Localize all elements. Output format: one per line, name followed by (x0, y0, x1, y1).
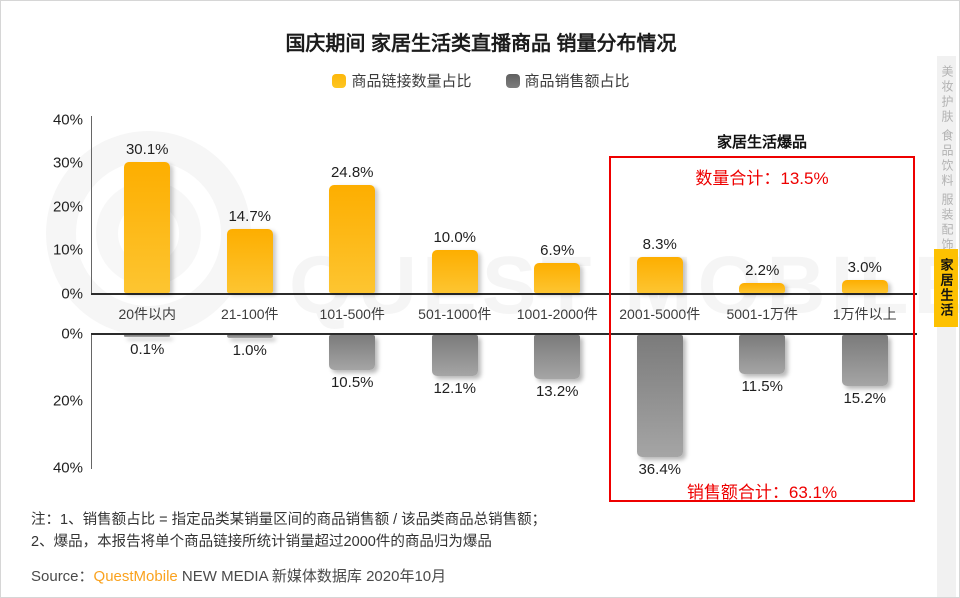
bar-quantity-1 (226, 229, 273, 293)
bar-sales-value-7: 15.2% (843, 389, 887, 407)
chart-legend: 商品链接数量占比 商品销售额占比 (1, 70, 959, 91)
top-y-axis-line (91, 116, 92, 294)
footnote-line-1: 注：1、销售额占比 = 指定品类某销量区间的商品销售额 / 该品类商品总销售额； (31, 512, 547, 528)
bar-quantity-value-3: 10.0% (433, 228, 477, 246)
legend-swatch-gray-icon (505, 73, 520, 88)
bar-sales-4 (534, 335, 581, 380)
category-label-3: 501-1000件 (418, 306, 492, 322)
legend-item-sales: 商品销售额占比 (505, 70, 630, 91)
sidebar-tab-3[interactable]: 服装配饰 (940, 193, 954, 253)
bar-quantity-2 (329, 185, 376, 293)
category-label-4: 1001-2000件 (516, 306, 598, 322)
bar-sales-7 (841, 335, 888, 386)
category-sidebar: 美妆护肤食品饮料服装配饰 家居生活 (934, 56, 958, 597)
top-axis-tick-0%: 0% (61, 285, 83, 303)
highlight-red-box (609, 156, 915, 502)
bar-quantity-value-4: 6.9% (540, 242, 575, 260)
highlight-box-title: 家居生活爆品 (716, 134, 807, 151)
bottom-axis-tick-40%: 40% (52, 459, 83, 477)
category-label-1: 21-100件 (220, 306, 279, 322)
bar-sales-1 (226, 335, 273, 339)
chart-title: 国庆期间 家居生活类直播商品 销量分布情况 (285, 33, 677, 55)
bar-sales-6 (739, 335, 786, 374)
bar-quantity-6 (739, 283, 786, 293)
bar-quantity-3 (431, 249, 478, 293)
bar-quantity-value-2: 24.8% (330, 164, 374, 182)
bar-sales-value-2: 10.5% (330, 374, 374, 392)
bottom-zero-baseline (91, 333, 917, 335)
bar-sales-value-1: 1.0% (232, 342, 267, 360)
highlight-quantity-total: 数量合计：13.5% (695, 169, 829, 188)
bar-sales-value-0: 0.1% (130, 341, 165, 358)
source-brand: QuestMobile (93, 568, 178, 585)
category-label-5: 2001-5000件 (619, 306, 701, 322)
footnote-line-2: 2、爆品，本报告将单个商品链接所统计销量超过2000件的商品归为爆品 (31, 534, 492, 550)
bar-quantity-0 (124, 162, 171, 293)
category-label-7: 1万件以上 (832, 306, 897, 322)
bar-quantity-value-7: 3.0% (847, 258, 882, 276)
bar-sales-value-5: 36.4% (638, 460, 682, 478)
top-axis-tick-40%: 40% (52, 111, 83, 129)
bar-sales-value-3: 12.1% (433, 379, 477, 397)
legend-label-quantity: 商品链接数量占比 (351, 73, 472, 90)
bar-quantity-4 (534, 263, 581, 293)
sidebar-tab-4[interactable]: 家居生活 (934, 249, 958, 327)
legend-swatch-yellow-icon (332, 73, 347, 88)
category-label-0: 20件以内 (118, 306, 177, 322)
top-axis-tick-10%: 10% (52, 241, 83, 259)
bar-sales-3 (431, 335, 478, 376)
footnotes: 注：1、销售额占比 = 指定品类某销量区间的商品销售额 / 该品类商品总销售额；… (31, 509, 546, 553)
bar-sales-0 (124, 335, 171, 337)
bar-sales-value-6: 11.5% (741, 377, 783, 395)
source-suffix: NEW MEDIA 新媒体数据库 2020年10月 (177, 568, 447, 585)
legend-item-quantity: 商品链接数量占比 (332, 70, 472, 91)
bottom-axis-tick-0%: 0% (61, 325, 83, 343)
bar-sales-5 (636, 335, 683, 457)
bar-quantity-7 (841, 279, 888, 293)
legend-label-sales: 商品销售额占比 (524, 73, 630, 90)
bar-sales-value-4: 13.2% (535, 383, 579, 401)
bottom-y-axis-line (91, 334, 92, 469)
top-zero-baseline (91, 293, 917, 295)
source-prefix: Source： (31, 568, 94, 585)
category-label-6: 5001-1万件 (726, 306, 799, 322)
bar-quantity-value-1: 14.7% (228, 208, 272, 226)
bar-quantity-value-6: 2.2% (745, 262, 780, 280)
bar-quantity-value-0: 30.1% (125, 141, 169, 159)
top-axis-tick-20%: 20% (52, 198, 83, 216)
bar-quantity-value-5: 8.3% (642, 235, 677, 253)
source-line: Source：QuestMobile NEW MEDIA 新媒体数据库 2020… (31, 565, 446, 586)
bottom-axis-tick-20%: 20% (52, 392, 83, 410)
highlight-sales-total: 销售额合计：63.1% (686, 483, 838, 502)
sidebar-tab-2[interactable]: 食品饮料 (940, 129, 954, 189)
bar-sales-2 (329, 335, 376, 371)
sidebar-tab-1[interactable]: 美妆护肤 (940, 65, 954, 125)
category-label-2: 101-500件 (319, 306, 385, 322)
bar-quantity-5 (636, 256, 683, 293)
top-axis-tick-30%: 30% (52, 154, 83, 172)
